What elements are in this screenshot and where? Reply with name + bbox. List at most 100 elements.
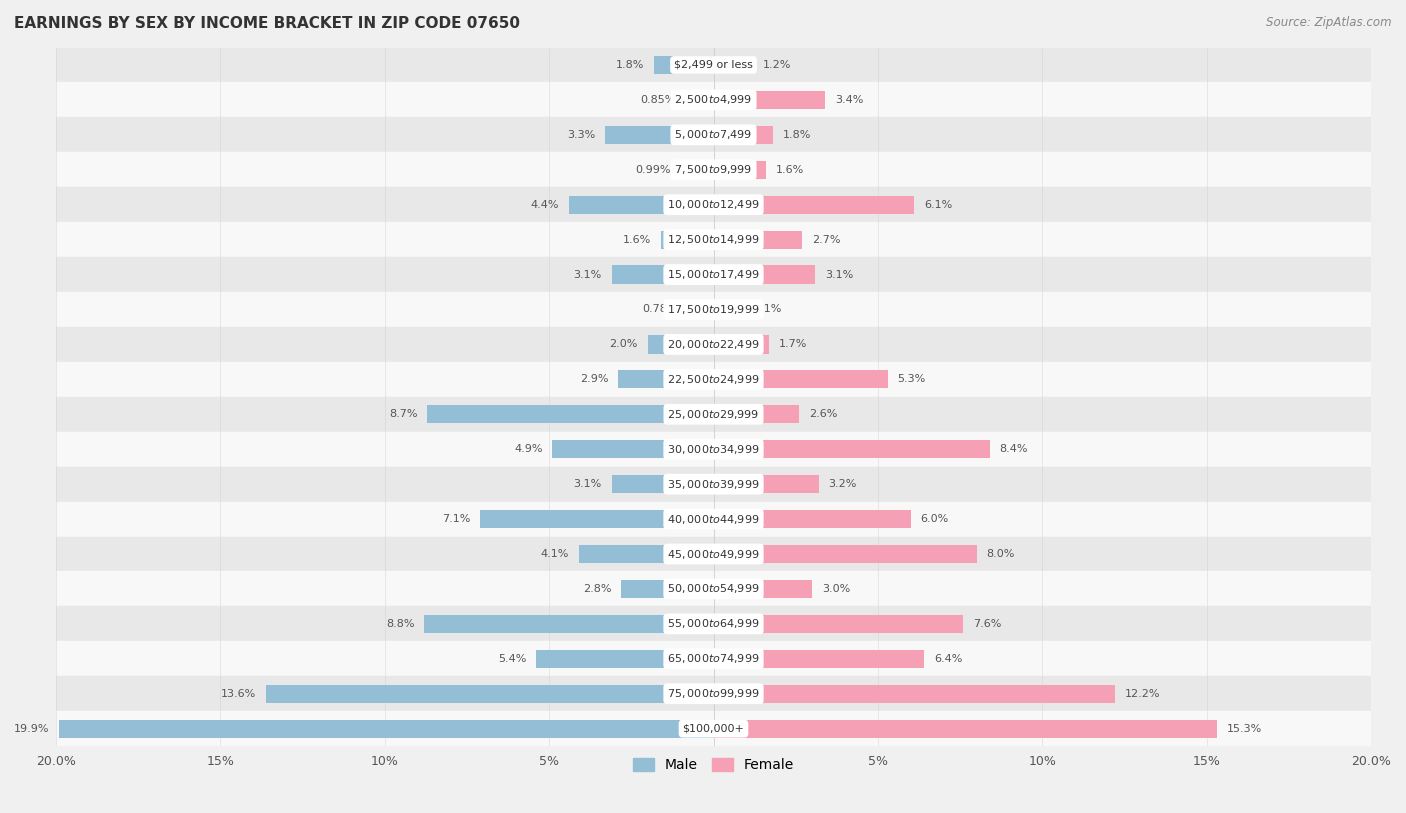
Text: $35,000 to $39,999: $35,000 to $39,999 [668,478,759,491]
Text: $25,000 to $29,999: $25,000 to $29,999 [668,408,759,421]
Text: 1.8%: 1.8% [783,130,811,140]
Text: 3.4%: 3.4% [835,95,863,105]
Text: 2.9%: 2.9% [579,374,609,385]
Bar [661,231,713,249]
Text: $65,000 to $74,999: $65,000 to $74,999 [668,652,759,665]
Bar [56,82,1371,117]
Text: 8.8%: 8.8% [385,619,415,629]
Bar [713,650,924,668]
Bar [686,91,713,109]
Text: 0.78%: 0.78% [643,305,678,315]
Text: 3.1%: 3.1% [825,270,853,280]
Text: $30,000 to $34,999: $30,000 to $34,999 [668,443,759,456]
Text: $15,000 to $17,499: $15,000 to $17,499 [668,268,759,281]
Bar [56,187,1371,222]
Bar [427,405,713,424]
Text: 0.99%: 0.99% [636,165,671,175]
Bar [56,222,1371,257]
Text: $10,000 to $12,499: $10,000 to $12,499 [668,198,759,211]
Text: 2.7%: 2.7% [813,235,841,245]
Legend: Male, Female: Male, Female [627,753,800,777]
Bar [713,301,737,319]
Bar [56,641,1371,676]
Bar [713,91,825,109]
Bar [56,362,1371,397]
Bar [713,510,911,528]
Bar [266,685,713,702]
Bar [479,510,713,528]
Text: 4.1%: 4.1% [540,549,569,559]
Text: 12.2%: 12.2% [1125,689,1160,698]
Bar [56,292,1371,327]
Text: $100,000+: $100,000+ [682,724,744,733]
Text: $75,000 to $99,999: $75,000 to $99,999 [668,687,759,700]
Text: 1.6%: 1.6% [623,235,651,245]
Text: 8.4%: 8.4% [1000,444,1028,454]
Bar [56,711,1371,746]
Text: 4.9%: 4.9% [515,444,543,454]
Bar [713,440,990,459]
Bar [621,580,713,598]
Text: 2.0%: 2.0% [610,339,638,350]
Bar [56,537,1371,572]
Text: 5.4%: 5.4% [498,654,526,663]
Bar [56,117,1371,152]
Bar [56,327,1371,362]
Bar [56,432,1371,467]
Bar [713,266,815,284]
Bar [713,720,1216,737]
Bar [59,720,713,737]
Bar [536,650,713,668]
Bar [56,397,1371,432]
Bar [56,572,1371,606]
Text: 3.1%: 3.1% [574,270,602,280]
Text: $2,499 or less: $2,499 or less [673,60,754,70]
Text: EARNINGS BY SEX BY INCOME BRACKET IN ZIP CODE 07650: EARNINGS BY SEX BY INCOME BRACKET IN ZIP… [14,16,520,31]
Text: 2.8%: 2.8% [583,584,612,594]
Text: 13.6%: 13.6% [221,689,256,698]
Bar [56,606,1371,641]
Bar [713,475,818,493]
Text: 1.7%: 1.7% [779,339,807,350]
Text: $2,500 to $4,999: $2,500 to $4,999 [675,93,752,107]
Bar [713,335,769,354]
Text: 8.7%: 8.7% [389,409,418,420]
Text: $40,000 to $44,999: $40,000 to $44,999 [668,512,759,525]
Bar [713,370,887,389]
Text: $45,000 to $49,999: $45,000 to $49,999 [668,547,759,560]
Text: 7.1%: 7.1% [441,514,470,524]
Text: 3.1%: 3.1% [574,479,602,489]
Bar [713,231,803,249]
Text: 0.71%: 0.71% [747,305,782,315]
Bar [688,301,713,319]
Bar [56,676,1371,711]
Text: 4.4%: 4.4% [530,200,560,210]
Text: $12,500 to $14,999: $12,500 to $14,999 [668,233,759,246]
Text: 8.0%: 8.0% [987,549,1015,559]
Text: $7,500 to $9,999: $7,500 to $9,999 [675,163,752,176]
Bar [56,502,1371,537]
Bar [713,405,799,424]
Text: $17,500 to $19,999: $17,500 to $19,999 [668,303,759,316]
Text: 1.2%: 1.2% [763,60,792,70]
Bar [56,257,1371,292]
Text: 0.85%: 0.85% [640,95,676,105]
Bar [713,685,1115,702]
Bar [654,56,713,74]
Text: 7.6%: 7.6% [973,619,1001,629]
Text: $22,500 to $24,999: $22,500 to $24,999 [668,373,759,386]
Text: 15.3%: 15.3% [1226,724,1261,733]
Text: 1.8%: 1.8% [616,60,644,70]
Bar [713,615,963,633]
Text: $20,000 to $22,499: $20,000 to $22,499 [668,338,759,351]
Bar [569,196,713,214]
Bar [713,126,773,144]
Text: 19.9%: 19.9% [14,724,49,733]
Bar [713,56,754,74]
Bar [713,196,914,214]
Text: $5,000 to $7,499: $5,000 to $7,499 [675,128,752,141]
Text: $50,000 to $54,999: $50,000 to $54,999 [668,582,759,595]
Text: 6.1%: 6.1% [924,200,952,210]
Text: $55,000 to $64,999: $55,000 to $64,999 [668,617,759,630]
Text: 5.3%: 5.3% [897,374,927,385]
